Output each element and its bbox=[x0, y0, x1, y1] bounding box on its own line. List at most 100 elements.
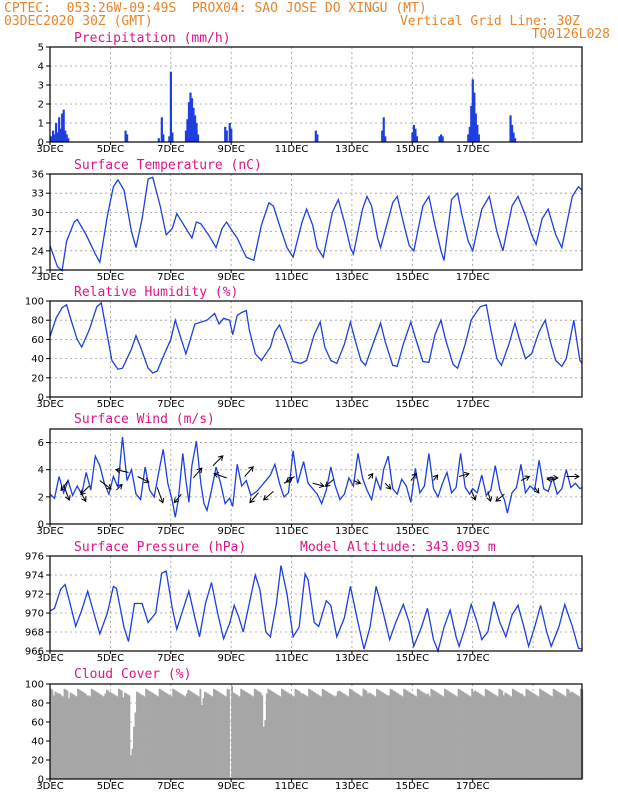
cloud-bar bbox=[83, 692, 86, 779]
cloud-bar bbox=[220, 693, 223, 779]
cloud-bar bbox=[229, 777, 232, 779]
panel-title: Surface Wind (m/s) bbox=[74, 412, 215, 427]
cloud-bar bbox=[321, 688, 324, 779]
cloud-bar bbox=[545, 692, 547, 779]
wind-arrow bbox=[63, 484, 70, 501]
wind-arrowhead bbox=[143, 477, 150, 483]
cloud-bar bbox=[142, 695, 144, 779]
cloud-bar bbox=[412, 694, 415, 779]
precip-bar bbox=[190, 98, 194, 142]
cloud-bar bbox=[287, 692, 289, 779]
precip-bar bbox=[61, 113, 64, 142]
wind-arrow bbox=[156, 487, 164, 503]
wind-arrow bbox=[173, 493, 182, 503]
cloud-bar bbox=[136, 691, 138, 779]
cloud-bar bbox=[421, 691, 424, 779]
cloud-bar bbox=[148, 690, 150, 779]
wind-arrowhead bbox=[60, 485, 66, 492]
x-tick-label: 17DEC bbox=[456, 144, 490, 155]
precip-bar bbox=[467, 134, 470, 142]
cloud-bar bbox=[472, 691, 475, 779]
x-tick-label: 7DEC bbox=[157, 272, 184, 283]
panel-title: Surface Pressure (hPa) bbox=[74, 540, 246, 555]
x-tick-label: 13DEC bbox=[335, 653, 369, 664]
cloud-bar bbox=[400, 695, 403, 779]
cloud-bar bbox=[107, 690, 110, 779]
cloud-bar bbox=[231, 685, 233, 779]
cloud-bar bbox=[404, 689, 407, 779]
cloud-bar bbox=[303, 694, 306, 779]
cloud-bar bbox=[406, 690, 409, 779]
x-tick-label: 17DEC bbox=[456, 781, 490, 792]
cloud-bar bbox=[546, 693, 549, 779]
cloud-bar bbox=[259, 692, 262, 779]
cloud-bar bbox=[256, 690, 259, 779]
x-tick-label: 15DEC bbox=[395, 272, 429, 283]
wind-arrowhead bbox=[213, 472, 220, 478]
cloud-bar bbox=[128, 695, 131, 779]
cloud-bar bbox=[451, 693, 454, 779]
cloud-bar bbox=[104, 693, 107, 779]
cloud-bar bbox=[537, 696, 540, 779]
cloud-bar bbox=[99, 694, 102, 779]
precip-bar bbox=[124, 130, 127, 142]
wind-arrowhead bbox=[81, 496, 87, 503]
wind-arrow bbox=[410, 473, 417, 481]
precip-bar bbox=[59, 128, 62, 142]
x-tick-label: 5DEC bbox=[97, 144, 124, 155]
x-tick-label: 3DEC bbox=[36, 781, 63, 792]
cloud-bar bbox=[200, 704, 203, 779]
x-tick-label: 11DEC bbox=[275, 781, 309, 792]
plot-area bbox=[50, 301, 582, 397]
cloud-bar bbox=[210, 695, 212, 779]
cloud-bar bbox=[469, 696, 472, 779]
precip-bar bbox=[473, 92, 476, 142]
cloud-bar bbox=[116, 696, 119, 779]
cloud-bar bbox=[422, 692, 425, 779]
y-tick-label: 40 bbox=[31, 737, 44, 748]
cloud-bar bbox=[253, 688, 256, 779]
cloud-bar bbox=[271, 691, 274, 779]
x-tick-label: 13DEC bbox=[335, 526, 369, 537]
wind-arrowhead bbox=[533, 487, 540, 494]
wind-arrowhead bbox=[158, 497, 165, 504]
plot-frame bbox=[49, 555, 583, 652]
cloud-bar bbox=[102, 696, 105, 779]
cloud-bar bbox=[274, 693, 277, 779]
wind-arrow bbox=[213, 473, 227, 479]
x-tick-label: 17DEC bbox=[456, 399, 490, 410]
cloud-bar bbox=[323, 689, 326, 779]
cloud-bar bbox=[294, 688, 297, 779]
cloud-bar bbox=[167, 694, 170, 779]
precip-bar bbox=[169, 71, 172, 142]
cloud-bar bbox=[442, 696, 445, 779]
wind-arrow bbox=[263, 491, 274, 501]
precip-bar bbox=[58, 117, 61, 142]
cloud-bar bbox=[475, 691, 478, 779]
cloud-bar bbox=[114, 695, 117, 779]
cloud-bar bbox=[527, 689, 529, 779]
precip-bar bbox=[471, 79, 474, 142]
cloud-bar bbox=[279, 696, 282, 779]
cloud-bar bbox=[398, 694, 401, 779]
cloud-bar bbox=[243, 690, 246, 779]
cloud-bar bbox=[238, 696, 241, 779]
wind-arrow bbox=[249, 492, 259, 503]
cloud-bar bbox=[308, 688, 310, 779]
cloud-bar bbox=[317, 694, 320, 779]
cloud-bar bbox=[409, 692, 412, 779]
cloud-bar bbox=[222, 694, 224, 779]
x-tick-label: 15DEC bbox=[395, 653, 429, 664]
cloud-bar bbox=[533, 693, 535, 779]
cloud-bar bbox=[285, 691, 288, 779]
cloud-bar bbox=[495, 695, 498, 779]
y-tick-label: 0 bbox=[38, 775, 44, 786]
cloud-bar bbox=[264, 720, 267, 779]
cloud-bar bbox=[385, 694, 387, 779]
cloud-bar bbox=[273, 692, 276, 779]
cloud-bar bbox=[268, 689, 271, 779]
panel-title: Relative Humidity (%) bbox=[74, 285, 238, 300]
cloud-bar bbox=[563, 695, 566, 779]
precip-bar bbox=[381, 130, 384, 142]
cloud-bar bbox=[305, 695, 307, 779]
